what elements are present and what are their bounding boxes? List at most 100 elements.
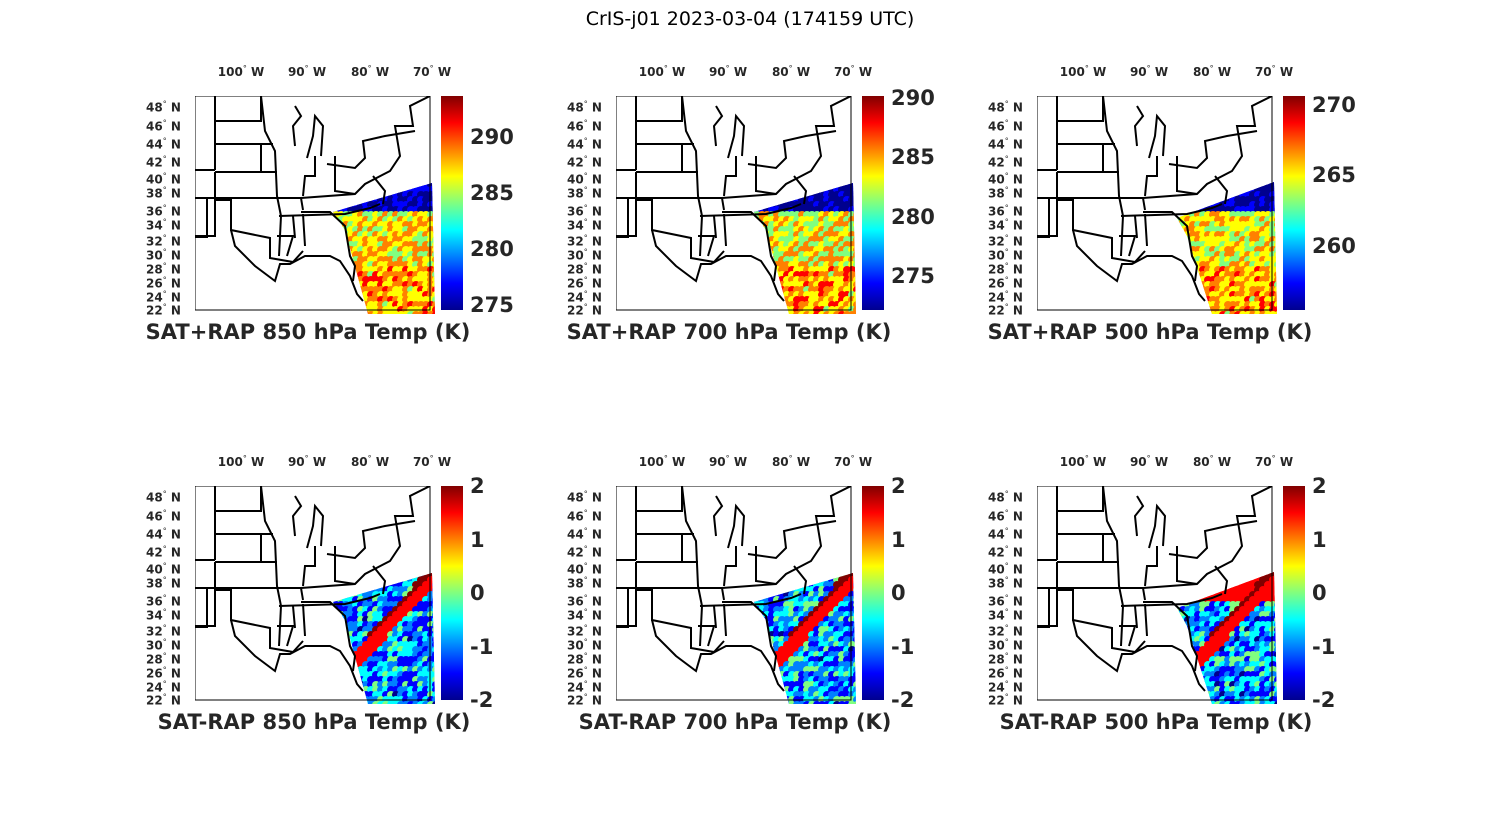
- swath-pixel: [763, 646, 771, 654]
- degree-symbol: °: [429, 454, 434, 463]
- state-boundary: [215, 96, 262, 173]
- swath-pixel: [754, 573, 756, 579]
- swath-pixel: [1179, 661, 1187, 669]
- swath-pixel: [392, 183, 400, 184]
- swath-pixel: [758, 291, 766, 299]
- swath-pixel: [758, 676, 766, 684]
- swath-pixel: [333, 261, 340, 269]
- swath-pixel: [1184, 182, 1192, 189]
- swath-pixel: [803, 183, 811, 184]
- lon-value: 90: [708, 65, 726, 79]
- lat-value: 24: [988, 290, 1005, 305]
- lat-tick-label: 36° N: [988, 204, 1023, 219]
- degree-symbol: °: [583, 607, 588, 617]
- swath-pixel: [333, 291, 335, 299]
- swath-pixel: [337, 573, 345, 574]
- lat-value: 42: [567, 155, 584, 170]
- degree-symbol: °: [583, 99, 588, 109]
- degree-symbol: °: [304, 64, 309, 73]
- swath-pixel: [754, 626, 756, 634]
- state-boundary: [215, 486, 262, 563]
- swath-pixel: [342, 286, 350, 294]
- swath-pixel: [333, 606, 335, 614]
- degree-symbol: °: [1004, 171, 1009, 181]
- swath-pixel: [808, 573, 816, 574]
- swath-pixel: [754, 241, 761, 249]
- swath-pixel: [754, 676, 756, 684]
- swath-pixel: [333, 651, 340, 659]
- swath-pixel: [347, 573, 355, 579]
- swath-pixel: [848, 183, 856, 184]
- lat-value: 40: [988, 562, 1005, 577]
- state-boundary: [1120, 593, 1223, 607]
- lat-tick-label: 44° N: [988, 527, 1023, 542]
- swath-pixel: [1169, 241, 1177, 249]
- swath-pixel: [1184, 201, 1192, 209]
- swath-pixel: [333, 291, 340, 299]
- lon-value: 100: [217, 455, 243, 469]
- swath-pixel: [1169, 291, 1177, 299]
- degree-symbol: °: [1004, 118, 1009, 128]
- state-boundary: [1133, 105, 1258, 170]
- state-boundary: [616, 96, 637, 237]
- swath-pixel: [828, 573, 836, 574]
- lon-tick-label: 70° W: [834, 64, 872, 79]
- lat-tick-label: 42° N: [567, 155, 602, 170]
- lat-value: 46: [988, 509, 1005, 524]
- swath-pixel: [758, 631, 766, 639]
- swath-pixel: [1169, 231, 1177, 239]
- lat-suffix: N: [1008, 527, 1023, 542]
- lat-value: 24: [146, 290, 163, 305]
- swath-pixel: [337, 573, 345, 579]
- swath-pixel: [333, 631, 340, 639]
- lat-value: 38: [567, 576, 584, 591]
- swath-pixel: [1177, 626, 1182, 634]
- swath-pixel: [808, 183, 816, 189]
- state-boundary: [1037, 197, 1146, 264]
- panel-title: SAT-RAP 500 hPa Temp (K): [999, 710, 1313, 734]
- swath-pixel: [387, 576, 395, 584]
- lon-value: 70: [412, 455, 430, 469]
- swath-pixel: [347, 686, 355, 694]
- swath-pixel: [1184, 686, 1192, 694]
- swath-pixel: [1199, 572, 1207, 574]
- lon-tick-label: 70° W: [1255, 454, 1293, 469]
- state-boundary: [1133, 495, 1258, 560]
- degree-symbol: °: [162, 575, 167, 585]
- state-boundary: [636, 96, 683, 173]
- swath-pixel: [768, 586, 776, 594]
- swath-pixel: [758, 573, 766, 579]
- swath-pixel: [333, 621, 340, 629]
- colorbar: [1283, 486, 1305, 700]
- swath-pixel: [1184, 666, 1192, 674]
- swath-pixel: [1274, 186, 1277, 194]
- swath-pixel: [342, 183, 350, 184]
- swath-pixel: [333, 246, 335, 254]
- swath-pixel: [337, 636, 345, 644]
- swath-pixel: [333, 301, 335, 309]
- swath-pixel: [1199, 691, 1207, 699]
- swath-pixel: [773, 701, 781, 704]
- lat-tick-label: 28° N: [567, 652, 602, 667]
- lat-value: 38: [988, 186, 1005, 201]
- lat-value: 48: [567, 100, 584, 115]
- degree-symbol: °: [583, 118, 588, 128]
- swath-pixel: [407, 573, 415, 574]
- swath-pixel: [758, 686, 766, 694]
- map-panel: 100° W 90° W 80° W 70° W 48° N 46° N 44° N 42° …: [541, 450, 961, 840]
- lat-tick-label: 24° N: [146, 680, 181, 695]
- colorbar-tick-label: 275: [470, 293, 514, 318]
- lat-tick-label: 40° N: [567, 562, 602, 577]
- degree-symbol: °: [1004, 623, 1009, 633]
- swath-pixel: [788, 581, 796, 589]
- state-boundary: [699, 593, 802, 607]
- lat-tick-label: 42° N: [988, 545, 1023, 560]
- lat-tick-label: 44° N: [567, 137, 602, 152]
- swath-pixel: [362, 581, 370, 589]
- swath-pixel: [352, 586, 360, 594]
- degree-symbol: °: [1004, 651, 1009, 661]
- state-boundary: [1142, 96, 1273, 199]
- colorbar-tick-label: 1: [470, 527, 485, 552]
- degree-symbol: °: [1084, 64, 1089, 73]
- degree-symbol: °: [162, 185, 167, 195]
